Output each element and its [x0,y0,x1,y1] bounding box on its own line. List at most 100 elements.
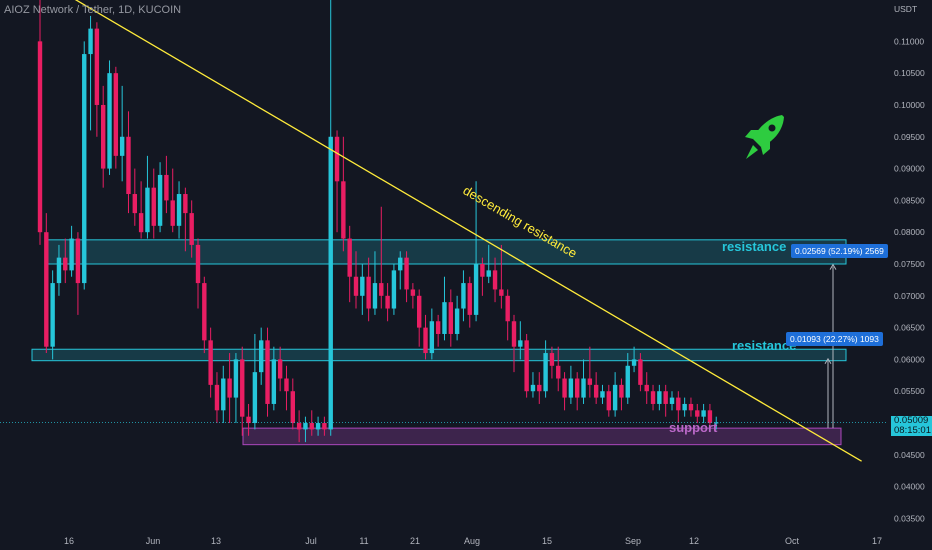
candle-body [240,359,245,417]
candle-body [50,283,55,347]
time-tick-label: 13 [211,536,221,546]
time-tick-label: Jun [146,536,161,546]
time-tick-label: 16 [64,536,74,546]
current-price-tag: 0.05009 08:15:01 [891,416,932,437]
time-tick-label: 17 [872,536,882,546]
candle-body [271,359,277,404]
candle-body [88,28,93,55]
candle-body [511,321,517,347]
candle-body [75,238,81,284]
candle-body [56,257,62,284]
candle-body [379,283,384,296]
candle-body [259,340,264,373]
candle-body [233,359,239,398]
candle-body [296,423,302,430]
candle-body [556,365,561,379]
rocket-window [768,124,776,132]
price-tick-label: 0.08500 [894,195,925,205]
candle-body [600,391,605,398]
price-tick-label: 0.10500 [894,68,925,78]
candle-body [480,264,485,277]
candle-body [151,187,156,226]
candle-body [612,384,618,411]
price-tick-label: 0.03500 [894,513,925,523]
resistance-zone-1 [47,239,847,265]
candle-body [657,391,662,404]
candle-body [695,410,700,417]
candle-body [549,353,555,366]
candle-body [701,410,706,417]
candle-body [37,41,43,233]
candle-body [132,194,137,214]
plot-area: descending resistance resistanceresistanc… [0,0,887,462]
price-tick-label: 0.04500 [894,450,925,460]
candle-body [183,194,188,214]
candle-body [138,213,144,233]
price-tick-label: 0.07000 [894,291,925,301]
candle-body [530,384,536,392]
candle-body [176,194,182,226]
candle-body [391,270,397,309]
candle-body [606,391,611,411]
candle-body [587,378,593,385]
candle-body [442,302,447,334]
candle-body [669,397,675,404]
candle-body [631,359,637,366]
candle-body [638,359,643,385]
candle-body [334,136,340,182]
price-tick-label: 0.08000 [894,227,925,237]
candle-body [214,384,220,411]
price-tick-label: 0.06500 [894,323,925,333]
time-tick-label: 11 [359,536,368,546]
candle-body [644,384,649,392]
axis-unit: USDT [894,4,917,14]
measure-label-lower: 0.01093 (22.27%) 1093 [786,331,883,346]
candle-body [454,308,460,334]
rocket-flame [746,145,758,159]
candle-body [524,340,529,392]
price-tick-label: 0.10000 [894,100,925,110]
candle-body [505,295,510,322]
price-tick-label: 0.11000 [894,36,924,46]
candle-body [290,391,295,424]
price-axis-bg [887,0,932,550]
candle-body [568,378,574,398]
candle-body [417,295,422,328]
support-label: support [669,420,718,435]
candle-body [366,276,371,309]
candle-body [398,257,403,271]
candle-body [195,244,201,284]
price-tick-label: 0.07500 [894,259,925,269]
candle-body [126,136,131,195]
time-tick-label: Aug [464,536,480,546]
candle-body [63,257,68,271]
candle-body [341,181,346,239]
time-axis: 16 Jun 13 Jul 11 21 Aug 15 Sep 12 Oct 17 [64,536,882,546]
symbol-title: AIOZ Network / Tether, 1D, KUCOIN [4,4,182,16]
time-tick-label: Oct [785,536,800,546]
candle-body [202,283,207,341]
rocket-body [753,115,784,147]
measure-label-upper: 0.02569 (52.19%) 2569 [791,244,888,258]
candle-body [252,372,258,424]
rocket-fin-right [761,141,770,155]
time-tick-label: 21 [410,536,420,546]
candle-body [360,276,365,296]
candle-body [284,378,289,392]
candle-body [157,174,163,226]
candle-body [189,213,194,245]
candle-body [164,174,169,201]
candle-body [208,340,213,385]
resistance-label-lower: resistance [732,338,796,353]
candle-body [170,200,175,226]
candle-body [315,423,321,430]
candle-body [461,283,466,309]
candle-body [663,391,668,404]
candle-body [372,283,378,309]
time-tick-label: Sep [625,536,641,546]
candle-body [682,403,687,411]
candle-body [107,73,112,169]
candle-body [385,295,390,309]
